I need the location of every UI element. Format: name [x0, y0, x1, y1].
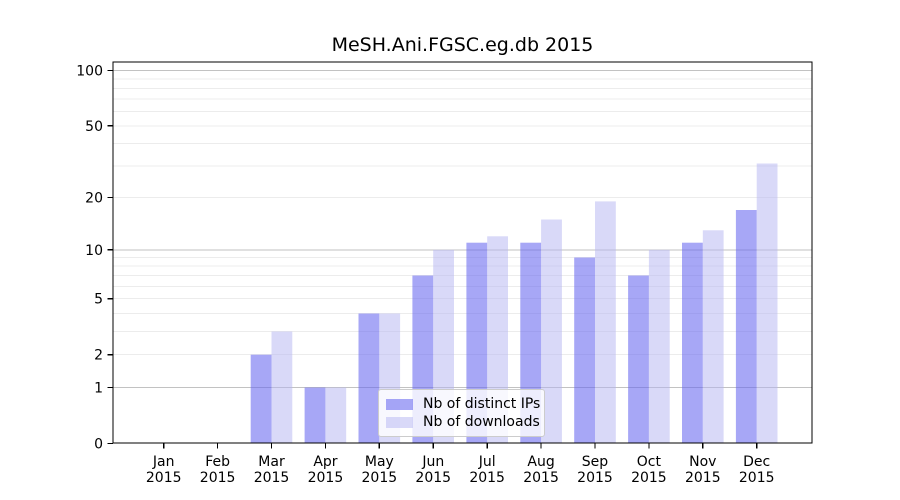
x-tick-label-month: May: [365, 454, 394, 470]
bar-nb-of-downloads-sep: [595, 201, 616, 443]
y-tick-label: 10: [85, 243, 103, 259]
y-tick-label: 0: [94, 437, 103, 453]
bar-nb-of-distinct-ips-may: [358, 313, 380, 443]
plot-border: [112, 61, 813, 444]
bar-nb-of-distinct-ips-oct: [628, 275, 649, 443]
bar-nb-of-distinct-ips-dec: [735, 210, 757, 443]
bar-nb-of-downloads-dec: [756, 163, 778, 443]
legend-item: Nb of distinct IPs: [386, 395, 544, 412]
x-tick-label-month: Sep: [582, 454, 609, 470]
legend-label: Nb of downloads: [423, 413, 540, 430]
x-tick-label-year: 2015: [308, 470, 344, 486]
x-tick-label-year: 2015: [739, 470, 775, 486]
x-tick-label-month: Aug: [527, 454, 554, 470]
y-tick-label: 2: [94, 348, 103, 364]
x-tick-label-year: 2015: [146, 470, 182, 486]
x-tick-label-month: Jul: [478, 454, 496, 470]
bar-nb-of-distinct-ips-mar: [250, 354, 272, 443]
x-tick-label-month: Mar: [258, 454, 285, 470]
x-tick-label-month: Nov: [689, 454, 716, 470]
y-tick-label: 50: [85, 119, 103, 135]
x-tick-label-month: Dec: [743, 454, 770, 470]
bar-nb-of-downloads-aug: [541, 219, 562, 443]
x-tick-label-month: Apr: [313, 454, 337, 470]
y-tick-label: 1: [94, 381, 103, 397]
x-tick-label-month: Jan: [152, 454, 175, 470]
y-tick-label: 20: [85, 191, 103, 207]
legend-swatch: [386, 416, 413, 428]
x-tick-label-year: 2015: [362, 470, 398, 486]
bar-nb-of-distinct-ips-nov: [682, 242, 703, 443]
bar-nb-of-distinct-ips-sep: [574, 257, 595, 443]
x-tick-label-year: 2015: [200, 470, 236, 486]
bar-nb-of-downloads-nov: [702, 230, 724, 443]
legend-swatch: [386, 398, 413, 410]
x-tick-label-year: 2015: [631, 470, 667, 486]
x-tick-label-year: 2015: [523, 470, 559, 486]
bar-nb-of-downloads-apr: [325, 387, 347, 443]
x-tick-label-month: Oct: [637, 454, 662, 470]
bar-nb-of-downloads-oct: [648, 249, 670, 443]
y-tick-label: 100: [76, 64, 103, 80]
x-tick-label-year: 2015: [469, 470, 505, 486]
legend-item: Nb of downloads: [386, 413, 544, 430]
x-tick-label-year: 2015: [685, 470, 721, 486]
chart-title: MeSH.Ani.FGSC.eg.db 2015: [331, 34, 594, 56]
legend-label: Nb of distinct IPs: [423, 395, 541, 412]
bar-nb-of-distinct-ips-apr: [304, 387, 326, 443]
x-tick-label-year: 2015: [254, 470, 290, 486]
x-tick-label-month: Feb: [205, 454, 230, 470]
x-tick-label-year: 2015: [577, 470, 613, 486]
bar-nb-of-downloads-mar: [271, 331, 293, 443]
x-tick-label-year: 2015: [415, 470, 451, 486]
x-tick-label-month: Jun: [421, 454, 444, 470]
y-tick-label: 5: [94, 292, 103, 308]
legend: Nb of distinct IPs Nb of downloads: [378, 389, 545, 437]
